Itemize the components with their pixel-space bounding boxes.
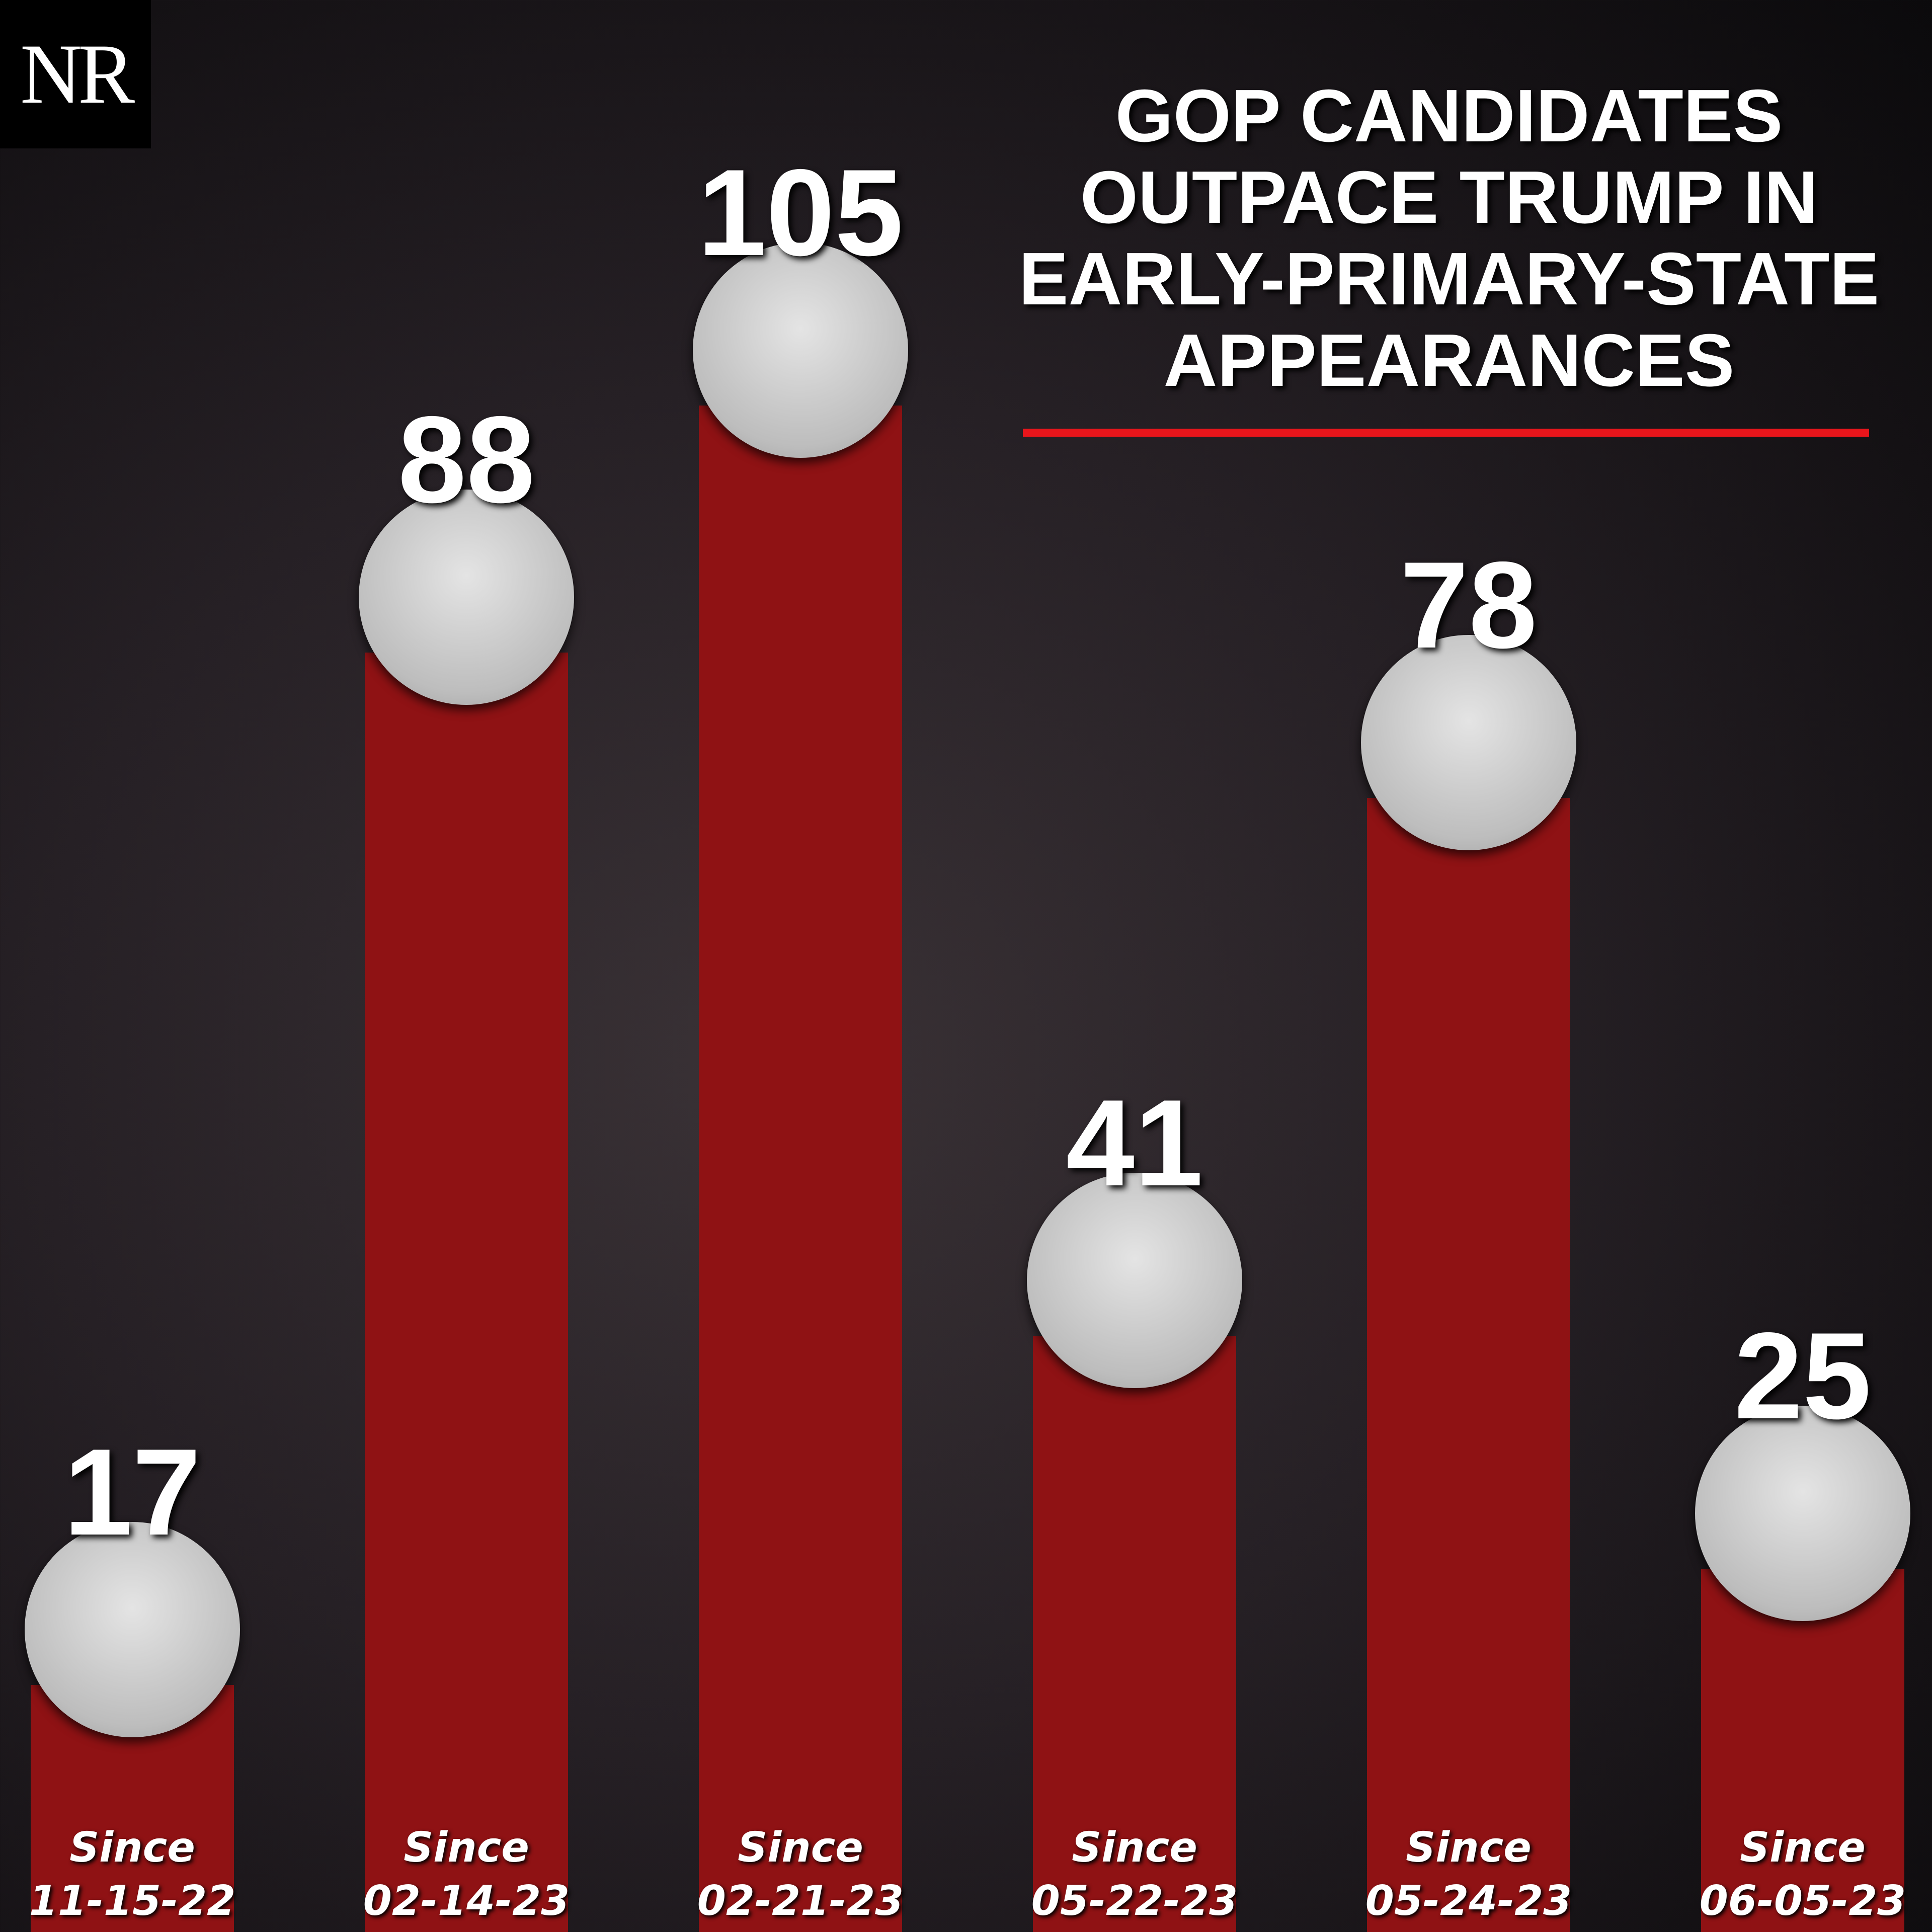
- candidate-photo: [1361, 634, 1576, 850]
- value-label: 17: [63, 1422, 201, 1561]
- x-tick-label: Since 02-14-23: [363, 1824, 570, 1925]
- candidate-photo: [359, 489, 574, 705]
- bar: [699, 405, 902, 1932]
- bar: [1033, 1336, 1236, 1932]
- bar: [365, 652, 568, 1932]
- x-tick-label: Since 05-22-23: [1031, 1824, 1238, 1925]
- value-label: 78: [1400, 535, 1538, 674]
- title-rule: [1023, 429, 1869, 437]
- bar: [1367, 797, 1570, 1932]
- logo: NR: [0, 0, 151, 148]
- x-tick-label: Since 02-21-23: [697, 1824, 904, 1925]
- chart-title: GOP CANDIDATES OUTPACE TRUMP IN EARLY-PR…: [1018, 74, 1880, 402]
- x-tick-label: Since 05-24-23: [1365, 1824, 1572, 1925]
- x-tick-label: Since 06-05-23: [1699, 1824, 1906, 1925]
- x-tick-label: Since 11-15-22: [29, 1824, 236, 1925]
- candidate-photo: [1695, 1405, 1910, 1621]
- candidate-photo: [25, 1521, 240, 1737]
- value-label: 88: [397, 390, 535, 528]
- candidate-photo: [693, 242, 908, 458]
- bar: [1701, 1568, 1904, 1932]
- value-label: 41: [1066, 1074, 1203, 1212]
- candidate-photo: [1027, 1173, 1242, 1389]
- value-label: 25: [1734, 1306, 1872, 1444]
- value-label: 105: [697, 143, 904, 281]
